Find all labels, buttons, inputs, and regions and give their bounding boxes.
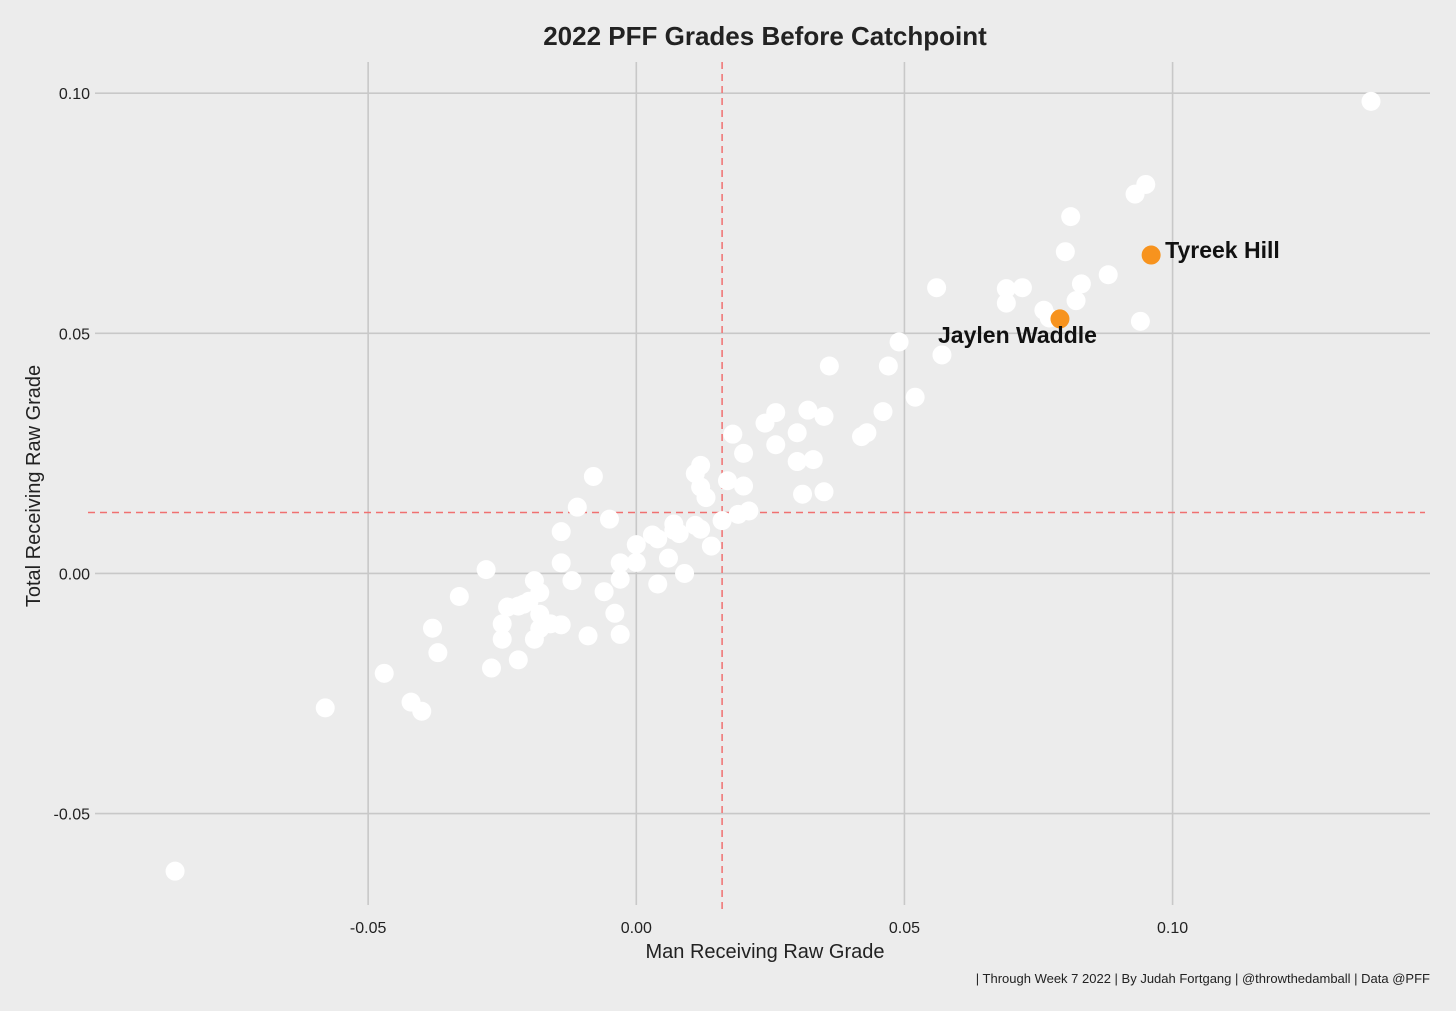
- data-point: [857, 423, 877, 443]
- data-point: [626, 535, 646, 555]
- data-point: [819, 356, 839, 376]
- data-point: [610, 569, 630, 589]
- x-tick-label: 0.10: [1157, 920, 1188, 937]
- x-tick-label: 0.05: [889, 920, 920, 937]
- data-point: [551, 522, 571, 542]
- highlight-label: Jaylen Waddle: [938, 322, 1097, 348]
- data-points: [165, 91, 1381, 881]
- data-point: [873, 402, 893, 422]
- data-point: [739, 501, 759, 521]
- y-axis-ticks: -0.05 0.00 0.05 0.10: [54, 86, 100, 824]
- data-point: [1130, 311, 1150, 331]
- data-point: [717, 471, 737, 491]
- data-point: [996, 279, 1016, 299]
- y-axis-title: Total Receiving Raw Grade: [23, 365, 45, 607]
- data-point: [578, 626, 598, 646]
- data-point: [658, 548, 678, 568]
- data-point: [734, 476, 754, 496]
- x-tick-label: -0.05: [350, 920, 387, 937]
- data-point: [1098, 265, 1118, 285]
- data-point: [1361, 91, 1381, 111]
- data-point: [814, 482, 834, 502]
- data-point: [798, 400, 818, 420]
- data-point: [701, 536, 721, 556]
- data-point: [605, 603, 625, 623]
- data-point: [814, 406, 834, 426]
- data-point: [567, 497, 587, 517]
- data-point: [1055, 242, 1075, 262]
- data-point: [551, 553, 571, 573]
- data-point: [932, 345, 952, 365]
- reference-lines: [88, 62, 1425, 910]
- highlighted-point: [1050, 309, 1070, 329]
- data-point: [803, 450, 823, 470]
- data-point: [562, 571, 582, 591]
- data-point: [723, 424, 743, 444]
- data-point: [423, 618, 442, 638]
- data-point: [1066, 291, 1086, 311]
- chart-caption: | Through Week 7 2022 | By Judah Fortgan…: [976, 971, 1430, 986]
- data-point: [583, 466, 603, 486]
- data-point: [766, 435, 786, 455]
- highlighted-point: [1141, 245, 1161, 265]
- y-tick-label: 0.10: [59, 86, 90, 103]
- highlighted-points: Tyreek Hill Jaylen Waddle: [938, 237, 1280, 348]
- data-point: [492, 614, 512, 634]
- data-point: [793, 484, 813, 504]
- data-point: [610, 624, 630, 644]
- data-point: [530, 583, 550, 603]
- x-axis-ticks: -0.05 0.00 0.05 0.10: [350, 900, 1188, 937]
- data-point: [481, 658, 501, 678]
- data-point: [889, 332, 909, 352]
- data-point: [691, 519, 711, 539]
- data-point: [1136, 174, 1156, 194]
- data-point: [675, 563, 695, 583]
- data-point: [476, 560, 496, 580]
- data-point: [412, 701, 432, 721]
- data-point: [610, 553, 630, 573]
- data-point: [508, 650, 528, 670]
- x-axis-title: Man Receiving Raw Grade: [646, 941, 885, 963]
- data-point: [905, 387, 925, 407]
- y-tick-label: 0.05: [59, 326, 90, 343]
- data-point: [165, 861, 185, 881]
- data-point: [1012, 278, 1032, 298]
- data-point: [648, 529, 668, 549]
- data-point: [492, 629, 512, 649]
- data-point: [599, 509, 619, 529]
- data-point: [315, 698, 335, 718]
- data-point: [878, 356, 898, 376]
- chart-title: 2022 PFF Grades Before Catchpoint: [543, 21, 987, 51]
- data-point: [787, 423, 807, 443]
- grid-lines: [100, 62, 1430, 900]
- data-point: [428, 643, 448, 663]
- data-point: [1061, 207, 1081, 227]
- data-point: [449, 586, 469, 606]
- highlight-label: Tyreek Hill: [1165, 237, 1280, 263]
- data-point: [696, 488, 716, 508]
- data-point: [927, 278, 947, 298]
- data-point: [594, 582, 614, 602]
- x-tick-label: 0.00: [621, 920, 652, 937]
- data-point: [626, 552, 646, 572]
- y-tick-label: -0.05: [54, 807, 91, 824]
- data-point: [551, 615, 571, 635]
- data-point: [996, 293, 1016, 313]
- data-point: [1071, 274, 1091, 294]
- data-point: [766, 403, 786, 423]
- data-point: [691, 455, 711, 475]
- data-point: [648, 574, 668, 594]
- data-point: [787, 452, 807, 472]
- data-point: [712, 511, 732, 531]
- data-point: [669, 524, 689, 544]
- data-point: [374, 663, 394, 683]
- data-point: [734, 443, 754, 463]
- y-tick-label: 0.00: [59, 566, 90, 583]
